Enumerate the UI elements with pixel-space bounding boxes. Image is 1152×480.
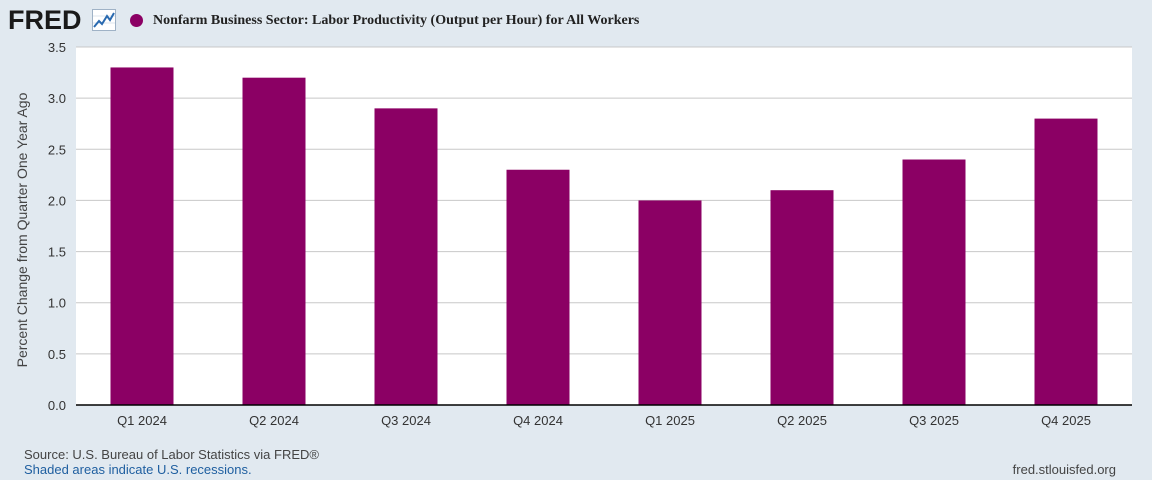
plot-area [76,47,1132,405]
chart-header: FRED Nonfarm Business Sector: Labor Prod… [0,0,1152,44]
legend-marker [130,14,143,27]
x-tick-label: Q3 2025 [909,413,959,428]
y-tick-label: 1.0 [48,296,66,311]
fred-logo[interactable]: FRED [8,5,82,35]
bar-q2-2024[interactable] [242,77,306,405]
y-tick-label: 2.5 [48,142,66,157]
y-tick-label: 1.5 [48,245,66,260]
y-tick-label: 0.5 [48,347,66,362]
y-tick-labels: 0.0 0.5 1.0 1.5 2.0 2.5 3.0 3.5 [48,40,66,413]
y-tick-label: 0.0 [48,398,66,413]
fred-url[interactable]: fred.stlouisfed.org [1012,462,1116,477]
x-tick-label: Q1 2025 [645,413,695,428]
source-note: Source: U.S. Bureau of Labor Statistics … [24,447,319,462]
x-tick-label: Q4 2025 [1041,413,1091,428]
bar-q2-2025[interactable] [770,190,834,405]
chart-title: Nonfarm Business Sector: Labor Productiv… [153,13,640,28]
bar-q1-2025[interactable] [638,200,702,405]
y-tick-label: 3.0 [48,91,66,106]
x-tick-label: Q4 2024 [513,413,563,428]
x-tick-label: Q2 2024 [249,413,299,428]
x-tick-label: Q3 2024 [381,413,431,428]
y-tick-label: 2.0 [48,193,66,208]
bar-q1-2024[interactable] [110,67,174,405]
bars [110,67,1098,405]
bar-q3-2024[interactable] [374,108,438,405]
x-tick-label: Q2 2025 [777,413,827,428]
x-tick-labels: Q1 2024 Q2 2024 Q3 2024 Q4 2024 Q1 2025 Q2 20… [117,413,1091,428]
bar-q4-2024[interactable] [506,169,570,405]
y-tick-label: 3.5 [48,40,66,55]
bar-q3-2025[interactable] [902,159,966,405]
bar-q4-2025[interactable] [1034,118,1098,405]
recession-note-link[interactable]: Shaded areas indicate U.S. recessions. [24,462,252,477]
x-tick-label: Q1 2024 [117,413,167,428]
fred-graph-icon [92,9,116,31]
